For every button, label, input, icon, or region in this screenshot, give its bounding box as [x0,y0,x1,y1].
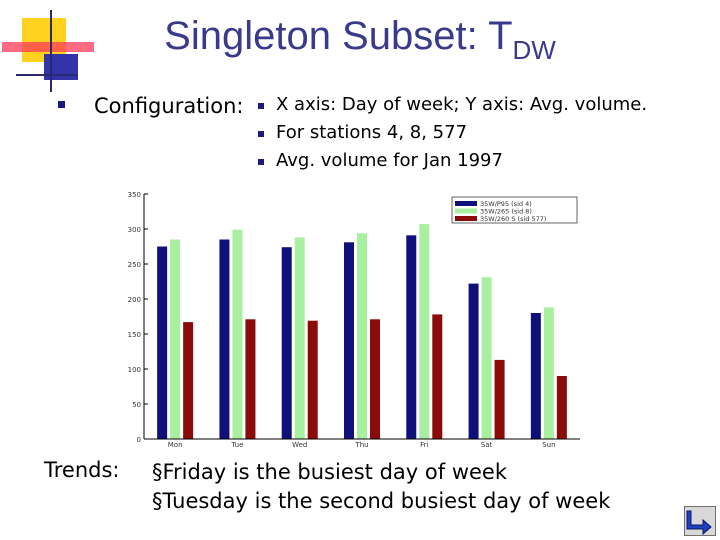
return-arrow-glyph [686,510,712,536]
bar [344,242,354,439]
y-tick-label: 300 [128,226,141,234]
bar [219,239,230,439]
bar [543,307,554,439]
bar [357,233,367,439]
bullet-icon [258,103,264,109]
bar [468,283,479,439]
trend-item: §Tuesday is the second busiest day of we… [152,489,611,513]
config-item: X axis: Day of week; Y axis: Avg. volume… [276,94,648,115]
x-tick-label: Wed [292,441,307,449]
x-tick-label: Mon [168,441,183,449]
x-tick-label: Sun [542,441,555,449]
title-main: Singleton Subset: T [164,14,513,58]
bar-chart: 0 50 100 150 200 250 300 350 Mon Tue Wed Thu Fri Sat… [128,191,580,449]
trend-item: §Friday is the busiest day of week [152,460,507,484]
bar [494,359,505,439]
legend: 35W/P95 (sid 4)35W/265 (sid 8)35W/260 S … [451,196,578,224]
x-tick-label: Sat [481,441,493,449]
config-label: Configuration: [94,94,244,118]
bullet-icon [58,101,65,108]
bar [530,313,541,439]
slide-title: Singleton Subset: TDW [0,14,720,65]
bar [556,376,567,439]
x-axis: Mon Tue Wed Thu Fri Sat Sun [144,438,580,449]
legend-label: 35W/P95 (sid 4) [480,200,532,208]
return-arrow-icon[interactable] [684,506,716,536]
x-tick-label: Tue [230,441,243,449]
deco-vertical-line [50,10,52,92]
x-tick-label: Fri [420,441,428,449]
bar [281,247,292,439]
legend-swatch [455,216,477,221]
bullet-icon [258,131,264,137]
config-item: Avg. volume for Jan 1997 [276,150,503,171]
deco-red-bar [2,42,94,52]
legend-label: 35W/265 (sid 8) [480,208,532,216]
bar [294,237,305,439]
bars-group [157,224,567,439]
bullet-icon [258,159,264,165]
y-tick-label: 50 [132,401,141,409]
bar [157,246,168,439]
bar [370,319,380,439]
bar [170,239,181,439]
bar [406,235,417,439]
trends-label: Trends: [44,458,120,482]
y-tick-label: 200 [128,296,141,304]
deco-horizontal-line [16,74,78,76]
legend-swatch [455,201,477,206]
y-tick-label: 250 [128,261,141,269]
legend-swatch [455,208,477,214]
config-item: For stations 4, 8, 577 [276,122,468,143]
bar [481,277,492,439]
title-subscript: DW [512,35,556,65]
bar [245,319,256,439]
legend-label: 35W/260 S (sid 577) [480,215,546,223]
y-tick-label: 150 [128,331,141,339]
bar [419,224,430,439]
bar [232,229,243,439]
bar [307,320,318,439]
bar [183,322,194,439]
bar [432,314,443,439]
y-tick-label: 100 [128,366,141,374]
y-tick-label: 0 [137,436,141,444]
y-tick-label: 350 [128,191,141,199]
x-tick-label: Thu [354,441,368,449]
